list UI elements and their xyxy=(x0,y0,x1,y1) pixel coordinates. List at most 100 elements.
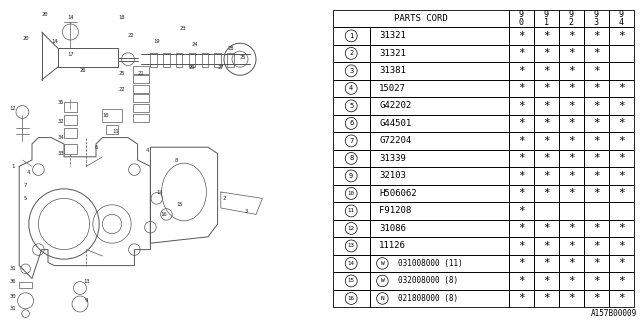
Bar xyxy=(559,185,584,202)
Text: 15: 15 xyxy=(348,278,355,284)
Bar xyxy=(509,237,534,255)
Text: *: * xyxy=(593,118,600,128)
Bar xyxy=(333,115,370,132)
Text: 21: 21 xyxy=(138,71,144,76)
Bar xyxy=(333,255,370,272)
Text: *: * xyxy=(543,223,550,233)
Bar xyxy=(333,97,370,115)
Bar xyxy=(370,97,509,115)
Text: 23: 23 xyxy=(179,26,186,31)
Bar xyxy=(509,272,534,290)
Text: 6: 6 xyxy=(349,120,353,126)
Text: *: * xyxy=(568,136,575,146)
Bar xyxy=(559,80,584,97)
Bar xyxy=(534,167,559,185)
Text: 11126: 11126 xyxy=(379,241,406,251)
Bar xyxy=(609,272,634,290)
Text: *: * xyxy=(618,241,625,251)
Text: G42202: G42202 xyxy=(379,101,412,110)
Text: 31: 31 xyxy=(10,266,16,271)
Text: 9
3: 9 3 xyxy=(594,10,598,27)
Bar xyxy=(584,237,609,255)
Bar xyxy=(509,220,534,237)
Text: *: * xyxy=(543,118,550,128)
Text: 031008000 (11): 031008000 (11) xyxy=(398,259,463,268)
Text: 20: 20 xyxy=(42,12,48,17)
Text: *: * xyxy=(568,188,575,198)
Bar xyxy=(370,167,509,185)
Bar xyxy=(559,97,584,115)
Bar xyxy=(559,132,584,150)
Bar xyxy=(559,202,584,220)
Text: *: * xyxy=(568,48,575,58)
Bar xyxy=(559,255,584,272)
Text: 20: 20 xyxy=(22,36,29,41)
Bar xyxy=(584,272,609,290)
Bar xyxy=(370,237,509,255)
Text: 1: 1 xyxy=(349,33,353,39)
Text: *: * xyxy=(518,31,525,41)
Bar xyxy=(370,132,509,150)
Text: 31381: 31381 xyxy=(379,66,406,76)
Text: *: * xyxy=(518,293,525,303)
Text: *: * xyxy=(593,223,600,233)
Bar xyxy=(534,272,559,290)
Bar xyxy=(133,66,148,74)
Text: *: * xyxy=(543,48,550,58)
Bar xyxy=(534,290,559,307)
Text: 27: 27 xyxy=(218,65,224,70)
Text: 32: 32 xyxy=(58,119,64,124)
Bar xyxy=(333,220,370,237)
Bar xyxy=(370,44,509,62)
Text: *: * xyxy=(518,118,525,128)
Bar xyxy=(609,237,634,255)
Bar xyxy=(370,150,509,167)
Text: F91208: F91208 xyxy=(379,206,412,215)
Bar xyxy=(584,62,609,80)
Bar xyxy=(609,167,634,185)
Bar xyxy=(64,115,77,125)
Text: *: * xyxy=(618,84,625,93)
Text: 30: 30 xyxy=(10,293,16,299)
Bar xyxy=(214,53,221,67)
Bar xyxy=(202,53,208,67)
Bar xyxy=(370,27,509,44)
Text: *: * xyxy=(518,241,525,251)
Text: *: * xyxy=(543,66,550,76)
Text: *: * xyxy=(543,153,550,164)
Text: *: * xyxy=(518,84,525,93)
Text: *: * xyxy=(618,136,625,146)
Bar xyxy=(509,185,534,202)
Bar xyxy=(509,167,534,185)
Bar xyxy=(584,132,609,150)
Text: G44501: G44501 xyxy=(379,119,412,128)
Text: *: * xyxy=(518,153,525,164)
Text: *: * xyxy=(618,101,625,111)
Text: *: * xyxy=(518,101,525,111)
Text: *: * xyxy=(568,171,575,181)
Text: *: * xyxy=(543,136,550,146)
Text: 31321: 31321 xyxy=(379,31,406,40)
Text: 11: 11 xyxy=(112,129,118,134)
Text: 7: 7 xyxy=(24,183,28,188)
Bar xyxy=(333,290,370,307)
Bar xyxy=(584,167,609,185)
Bar xyxy=(534,132,559,150)
Text: *: * xyxy=(593,171,600,181)
Text: 31086: 31086 xyxy=(379,224,406,233)
Text: *: * xyxy=(568,293,575,303)
Text: *: * xyxy=(618,171,625,181)
Bar xyxy=(509,132,534,150)
Text: 3: 3 xyxy=(349,68,353,74)
Bar xyxy=(509,62,534,80)
Text: 14: 14 xyxy=(157,189,163,195)
Text: *: * xyxy=(518,188,525,198)
Text: *: * xyxy=(568,153,575,164)
Text: 18: 18 xyxy=(118,15,125,20)
Bar xyxy=(227,53,234,67)
Bar xyxy=(370,255,509,272)
Text: 4: 4 xyxy=(349,85,353,92)
Text: 31339: 31339 xyxy=(379,154,406,163)
Bar xyxy=(584,220,609,237)
Bar xyxy=(584,202,609,220)
